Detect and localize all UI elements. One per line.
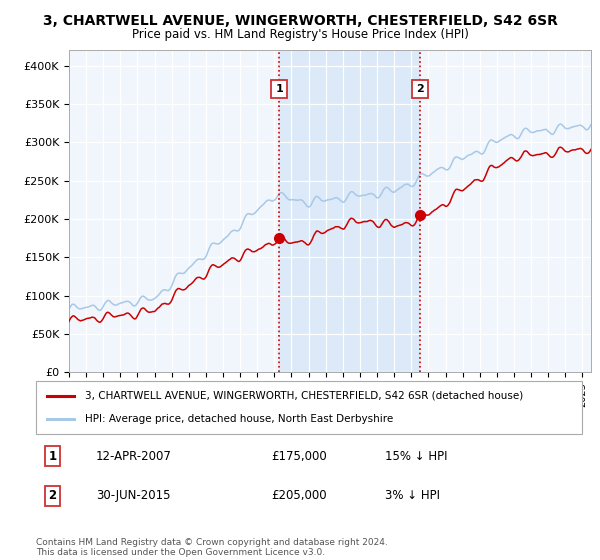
FancyBboxPatch shape bbox=[36, 381, 582, 434]
Text: 30-JUN-2015: 30-JUN-2015 bbox=[96, 489, 170, 502]
Text: 15% ↓ HPI: 15% ↓ HPI bbox=[385, 450, 448, 463]
Text: 1: 1 bbox=[49, 450, 56, 463]
Text: £175,000: £175,000 bbox=[271, 450, 326, 463]
Text: 3, CHARTWELL AVENUE, WINGERWORTH, CHESTERFIELD, S42 6SR: 3, CHARTWELL AVENUE, WINGERWORTH, CHESTE… bbox=[43, 14, 557, 28]
Text: 1: 1 bbox=[275, 84, 283, 94]
Text: 3% ↓ HPI: 3% ↓ HPI bbox=[385, 489, 440, 502]
Text: Price paid vs. HM Land Registry's House Price Index (HPI): Price paid vs. HM Land Registry's House … bbox=[131, 28, 469, 41]
Text: HPI: Average price, detached house, North East Derbyshire: HPI: Average price, detached house, Nort… bbox=[85, 414, 394, 424]
Text: 2: 2 bbox=[49, 489, 56, 502]
Text: Contains HM Land Registry data © Crown copyright and database right 2024.
This d: Contains HM Land Registry data © Crown c… bbox=[36, 538, 388, 557]
Bar bbox=[279, 50, 420, 372]
Text: 2: 2 bbox=[416, 84, 424, 94]
Text: 12-APR-2007: 12-APR-2007 bbox=[96, 450, 172, 463]
Text: £205,000: £205,000 bbox=[271, 489, 326, 502]
Text: 3, CHARTWELL AVENUE, WINGERWORTH, CHESTERFIELD, S42 6SR (detached house): 3, CHARTWELL AVENUE, WINGERWORTH, CHESTE… bbox=[85, 391, 523, 401]
